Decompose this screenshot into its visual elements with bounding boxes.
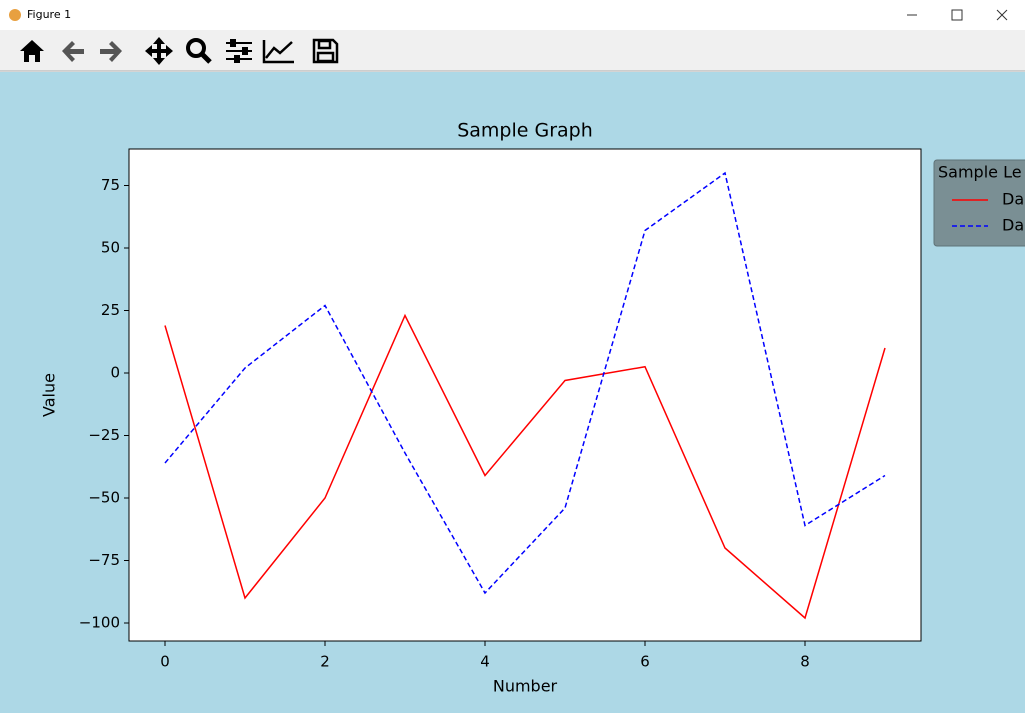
y-tick-label: −100	[79, 614, 120, 632]
back-button[interactable]	[62, 41, 84, 62]
toolbar-buttons	[20, 37, 339, 65]
x-tick-label: 8	[800, 653, 810, 671]
configure-button[interactable]	[226, 39, 252, 63]
x-tick-label: 6	[640, 653, 650, 671]
y-tick-label: 75	[101, 176, 120, 194]
y-tick-label: −50	[88, 489, 120, 507]
legend-title: Sample Le	[938, 163, 1022, 182]
y-axis-label: Value	[40, 373, 59, 417]
y-tick-label: −25	[88, 426, 120, 444]
y-tick-label: 25	[101, 301, 120, 319]
close-button[interactable]	[996, 9, 1008, 21]
y-tick-label: −75	[88, 551, 120, 569]
y-tick-label: 0	[110, 364, 120, 382]
x-tick-label: 2	[320, 653, 330, 671]
save-button[interactable]	[312, 38, 339, 64]
data-line	[164, 313, 886, 620]
home-button[interactable]	[20, 40, 44, 62]
edit-axes-button[interactable]	[262, 40, 294, 64]
pan-button[interactable]	[145, 37, 173, 65]
window-title: Figure 1	[27, 8, 71, 21]
x-tick-label: 4	[480, 653, 490, 671]
x-axis-label: Number	[493, 677, 558, 696]
legend-label: Da	[1002, 190, 1024, 209]
zoom-button[interactable]	[186, 38, 212, 64]
legend	[933, 159, 1025, 247]
maximize-button[interactable]	[951, 9, 963, 21]
y-tick-label: 50	[101, 239, 120, 257]
plot-area	[128, 148, 922, 642]
legend-label: Da	[1002, 216, 1024, 235]
x-tick-label: 0	[160, 653, 170, 671]
forward-button[interactable]	[100, 41, 122, 62]
app-icon	[9, 9, 21, 21]
chart-title: Sample Graph	[457, 120, 593, 142]
